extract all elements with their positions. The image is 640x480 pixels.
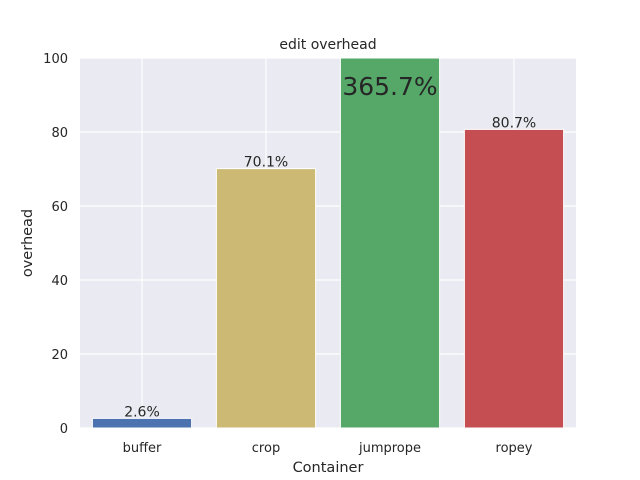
x-tick-labels: buffer crop jumprope ropey — [123, 441, 533, 456]
x-tick-label-buffer: buffer — [123, 441, 162, 456]
bar-crop — [215, 168, 317, 429]
y-tick-labels: 0 20 40 60 80 100 — [43, 52, 68, 437]
x-tick-label-crop: crop — [252, 441, 280, 456]
bar-buffer — [91, 417, 193, 429]
y-tick-label: 0 — [60, 422, 68, 437]
x-axis-label: Container — [293, 460, 364, 476]
x-tick-label-jumprope: jumprope — [358, 441, 421, 456]
y-tick-label: 60 — [51, 200, 68, 215]
bar-jumprope — [339, 57, 441, 429]
data-labels: 2.6% 70.1% 365.7% 80.7% — [124, 72, 536, 420]
y-tick-label: 80 — [51, 126, 68, 141]
y-tick-label: 20 — [51, 348, 68, 363]
bars — [91, 57, 565, 429]
data-label-jumprope: 365.7% — [342, 72, 437, 101]
y-tick-label: 40 — [51, 274, 68, 289]
data-label-crop: 70.1% — [244, 155, 288, 171]
data-label-ropey: 80.7% — [492, 115, 536, 131]
y-axis-label: overhead — [20, 209, 36, 277]
data-label-buffer: 2.6% — [124, 404, 160, 420]
y-tick-label: 100 — [43, 52, 68, 67]
bar-ropey — [463, 128, 565, 429]
x-tick-label-ropey: ropey — [496, 441, 533, 456]
chart-title: edit overhead — [279, 37, 376, 53]
